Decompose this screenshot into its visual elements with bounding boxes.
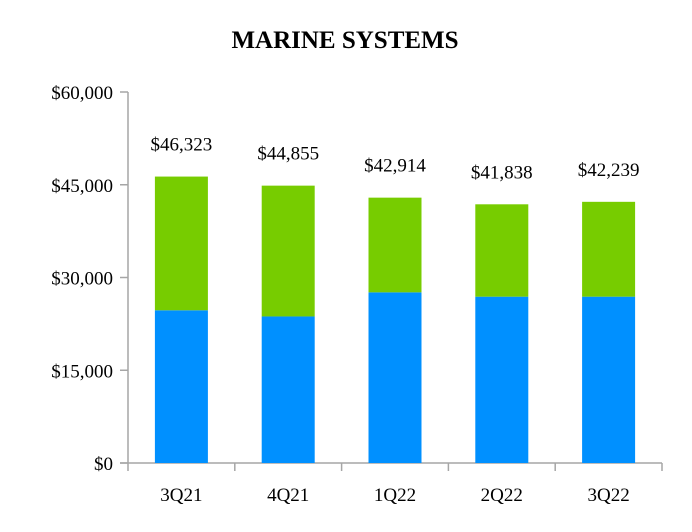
y-tick-label: $0 bbox=[94, 454, 113, 475]
bar-1q22-segment-1 bbox=[368, 292, 422, 463]
bar-2q22-segment-1 bbox=[475, 296, 529, 463]
bar-1q22-segment-2 bbox=[368, 197, 422, 293]
bar-3q22-segment-1 bbox=[582, 296, 636, 463]
x-tick-label: 2Q22 bbox=[481, 485, 523, 506]
bar-3q21-segment-2 bbox=[154, 176, 208, 311]
total-label-1q22: $42,914 bbox=[364, 156, 426, 177]
x-tick-label: 1Q22 bbox=[374, 485, 416, 506]
bars bbox=[154, 176, 636, 463]
total-label-3q21: $46,323 bbox=[151, 135, 213, 156]
chart-title: MARINE SYSTEMS bbox=[231, 27, 458, 54]
total-label-3q22: $42,239 bbox=[578, 160, 640, 181]
bar-3q22-segment-2 bbox=[582, 201, 636, 297]
total-label-2q22: $41,838 bbox=[471, 162, 533, 183]
data-labels: $46,323 $44,855 $42,914 $41,838 $42,239 bbox=[151, 135, 640, 184]
y-tick-label: $45,000 bbox=[51, 176, 113, 197]
y-tick-label: $30,000 bbox=[51, 269, 113, 290]
y-tick-label: $15,000 bbox=[51, 361, 113, 382]
x-tick-label: 3Q21 bbox=[160, 485, 202, 506]
total-label-4q21: $44,855 bbox=[257, 144, 319, 165]
x-tick-label: 3Q22 bbox=[587, 485, 629, 506]
x-tick-label: 4Q21 bbox=[267, 485, 309, 506]
axes: $0 $15,000 $30,000 $45,000 $60,000 3Q21 4Q21 1Q… bbox=[51, 83, 663, 506]
bar-2q22-segment-2 bbox=[475, 204, 529, 297]
y-tick-label: $60,000 bbox=[51, 83, 113, 104]
bar-4q21-segment-1 bbox=[261, 316, 315, 463]
bar-3q21-segment-1 bbox=[154, 310, 208, 463]
bar-4q21-segment-2 bbox=[261, 185, 315, 317]
